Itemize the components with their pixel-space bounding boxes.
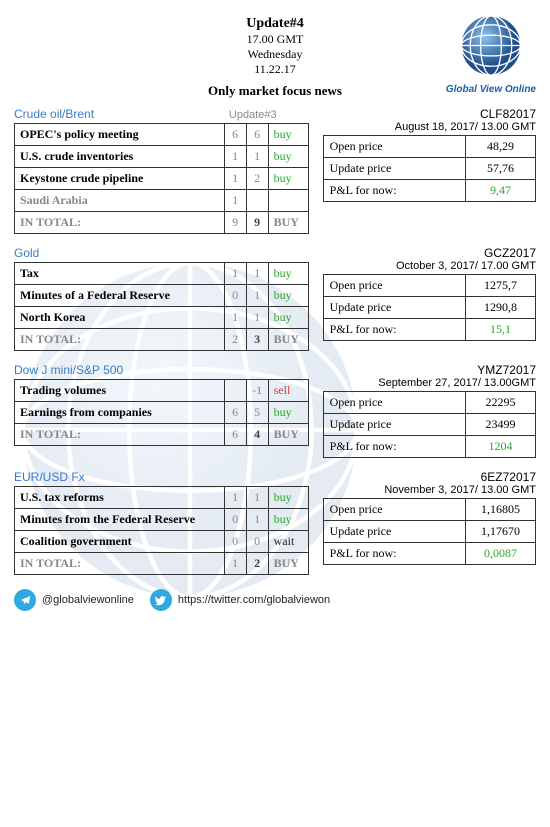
twitter-icon[interactable]: [150, 589, 172, 611]
table-row: Open price48,29: [323, 136, 535, 158]
table-row: Minutes from the Federal Reserve01buy: [15, 509, 309, 531]
header-day: Wednesday: [208, 47, 342, 62]
quote-symbol: CLF82017: [323, 107, 536, 121]
table-row: U.S. crude inventories11buy: [15, 146, 309, 168]
header: Update#4 17.00 GMT Wednesday 11.22.17 On…: [14, 10, 536, 99]
table-row: P&L for now:15,1: [323, 319, 535, 341]
table-row: Trading volumes-1sell: [15, 380, 309, 402]
globe-icon: [447, 10, 535, 84]
table-row: Update price23499: [323, 414, 535, 436]
signal-table: U.S. tax reforms11buyMinutes from the Fe…: [14, 486, 309, 575]
table-row: P&L for now:9,47: [323, 180, 535, 202]
table-row: P&L for now:1204: [323, 436, 535, 458]
quote-header: 6EZ72017November 3, 2017/ 13.00 GMT: [323, 470, 536, 496]
section-title: EUR/USD Fx: [14, 470, 85, 484]
quote-symbol: YMZ72017: [323, 363, 536, 377]
header-subtitle: Only market focus news: [208, 83, 342, 99]
total-row: IN TOTAL:64BUY: [15, 424, 309, 446]
table-row: Tax11buy: [15, 263, 309, 285]
quote-symbol: GCZ2017: [323, 246, 536, 260]
section-title: Crude oil/Brent: [14, 107, 94, 121]
quote-date: August 18, 2017/ 13.00 GMT: [323, 121, 536, 133]
quote-header: CLF82017August 18, 2017/ 13.00 GMT: [323, 107, 536, 133]
table-row: Saudi Arabia1: [15, 190, 309, 212]
page-title: Update#4: [208, 16, 342, 32]
table-row: North Korea11buy: [15, 307, 309, 329]
table-row: Coalition government00wait: [15, 531, 309, 553]
quote-date: October 3, 2017/ 17.00 GMT: [323, 260, 536, 272]
table-row: Open price22295: [323, 392, 535, 414]
telegram-icon[interactable]: [14, 589, 36, 611]
header-time: 17.00 GMT: [208, 32, 342, 47]
quote-table: Open price1275,7Update price1290,8P&L fo…: [323, 274, 536, 341]
table-row: Open price1,16805: [323, 499, 535, 521]
signal-table: OPEC's policy meeting66buyU.S. crude inv…: [14, 123, 309, 234]
table-row: Update price57,76: [323, 158, 535, 180]
table-row: Minutes of a Federal Reserve01buy: [15, 285, 309, 307]
twitter-url[interactable]: https://twitter.com/globalviewon: [178, 594, 330, 606]
total-row: IN TOTAL:99BUY: [15, 212, 309, 234]
update3-label: Update#3: [229, 109, 277, 121]
signal-table: Trading volumes-1sellEarnings from compa…: [14, 379, 309, 446]
table-row: Update price1,17670: [323, 521, 535, 543]
total-row: IN TOTAL:23BUY: [15, 329, 309, 351]
total-row: IN TOTAL:12BUY: [15, 553, 309, 575]
quote-date: November 3, 2017/ 13.00 GMT: [323, 484, 536, 496]
quote-symbol: 6EZ72017: [323, 470, 536, 484]
table-row: U.S. tax reforms11buy: [15, 487, 309, 509]
table-row: Open price1275,7: [323, 275, 535, 297]
footer: @globalviewonline https://twitter.com/gl…: [14, 589, 536, 611]
brand-logo: Global View Online: [446, 10, 536, 95]
quote-table: Open price22295Update price23499P&L for …: [323, 391, 536, 458]
quote-header: YMZ72017September 27, 2017/ 13.00GMT: [323, 363, 536, 389]
signal-table: Tax11buyMinutes of a Federal Reserve01bu…: [14, 262, 309, 351]
brand-text: Global View Online: [446, 84, 536, 95]
quote-table: Open price48,29Update price57,76P&L for …: [323, 135, 536, 202]
header-date: 11.22.17: [208, 62, 342, 77]
table-row: OPEC's policy meeting66buy: [15, 124, 309, 146]
table-row: Keystone crude pipeline12buy: [15, 168, 309, 190]
quote-date: September 27, 2017/ 13.00GMT: [323, 377, 536, 389]
table-row: Update price1290,8: [323, 297, 535, 319]
quote-table: Open price1,16805Update price1,17670P&L …: [323, 498, 536, 565]
table-row: P&L for now:0,0087: [323, 543, 535, 565]
telegram-handle[interactable]: @globalviewonline: [42, 594, 134, 606]
table-row: Earnings from companies65buy: [15, 402, 309, 424]
section-title: Dow J mini/S&P 500: [14, 363, 123, 377]
section-title: Gold: [14, 246, 39, 260]
quote-header: GCZ2017October 3, 2017/ 17.00 GMT: [323, 246, 536, 272]
